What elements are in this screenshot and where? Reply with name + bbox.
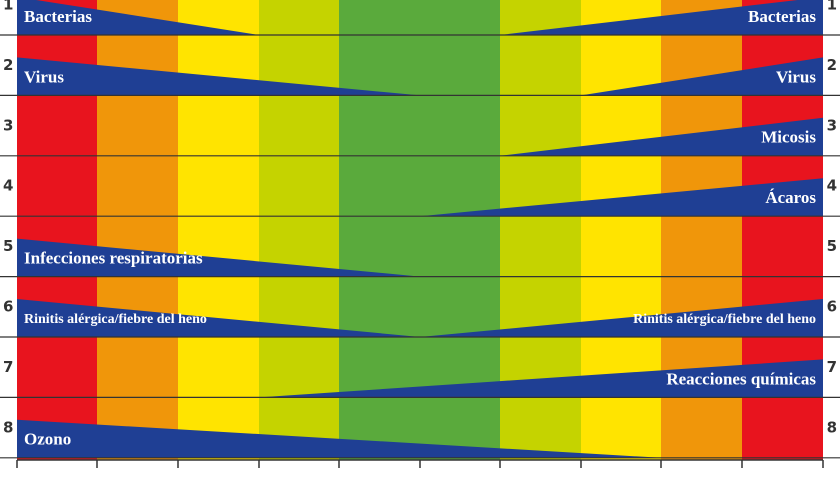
right-label: Micosis	[761, 128, 816, 147]
wedge	[420, 178, 823, 217]
row-number: 5	[827, 237, 837, 255]
row-number: 4	[3, 177, 13, 195]
band	[339, 0, 420, 460]
left-label: Virus	[24, 67, 64, 86]
wedge	[581, 57, 823, 96]
right-label: Ácaros	[765, 188, 816, 207]
row-number: 2	[827, 56, 837, 74]
wedge	[17, 0, 259, 35]
wedge	[17, 299, 420, 337]
wedge	[17, 57, 420, 96]
row-number: 8	[827, 418, 837, 436]
labels: 1 1 Bacterias Bacterias 2 2 Virus Virus 3 3 Micosi…	[3, 0, 837, 449]
left-label: Ozono	[24, 430, 71, 449]
right-label: Reacciones químicas	[666, 369, 816, 388]
row-number: 5	[3, 237, 13, 255]
left-label: Rinitis alérgica/fiebre del heno	[24, 312, 207, 327]
right-label: Bacterias	[748, 7, 816, 26]
row-number: 1	[3, 0, 13, 14]
row-lines	[0, 34, 840, 468]
row-number: 6	[827, 298, 837, 316]
row-number: 4	[827, 177, 837, 195]
row-number: 7	[827, 358, 837, 376]
row-number: 3	[827, 116, 837, 134]
right-label: Virus	[776, 67, 816, 86]
row-number: 7	[3, 358, 13, 376]
row-number: 6	[3, 298, 13, 316]
row-number: 2	[3, 56, 13, 74]
left-label: Bacterias	[24, 7, 92, 26]
left-label: Infecciones respiratorias	[24, 249, 203, 268]
wedge	[420, 299, 823, 337]
wedges	[17, 0, 823, 458]
wedge	[17, 238, 420, 277]
wedge	[259, 359, 823, 398]
wedge	[500, 0, 823, 35]
row-number: 8	[3, 418, 13, 436]
wedge	[500, 117, 823, 156]
row-number: 1	[827, 0, 837, 14]
wedge	[17, 419, 661, 458]
right-label: Rinitis alérgica/fiebre del heno	[633, 312, 816, 327]
row-number: 3	[3, 116, 13, 134]
band	[259, 0, 339, 460]
band	[178, 0, 259, 460]
